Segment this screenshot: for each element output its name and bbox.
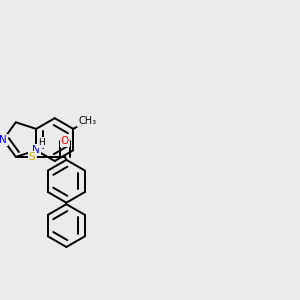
Text: S: S xyxy=(29,152,35,162)
Text: CH₃: CH₃ xyxy=(78,116,97,126)
Text: O: O xyxy=(61,136,69,146)
Text: H: H xyxy=(38,138,45,147)
Text: N: N xyxy=(32,145,40,155)
Text: N: N xyxy=(0,135,7,145)
